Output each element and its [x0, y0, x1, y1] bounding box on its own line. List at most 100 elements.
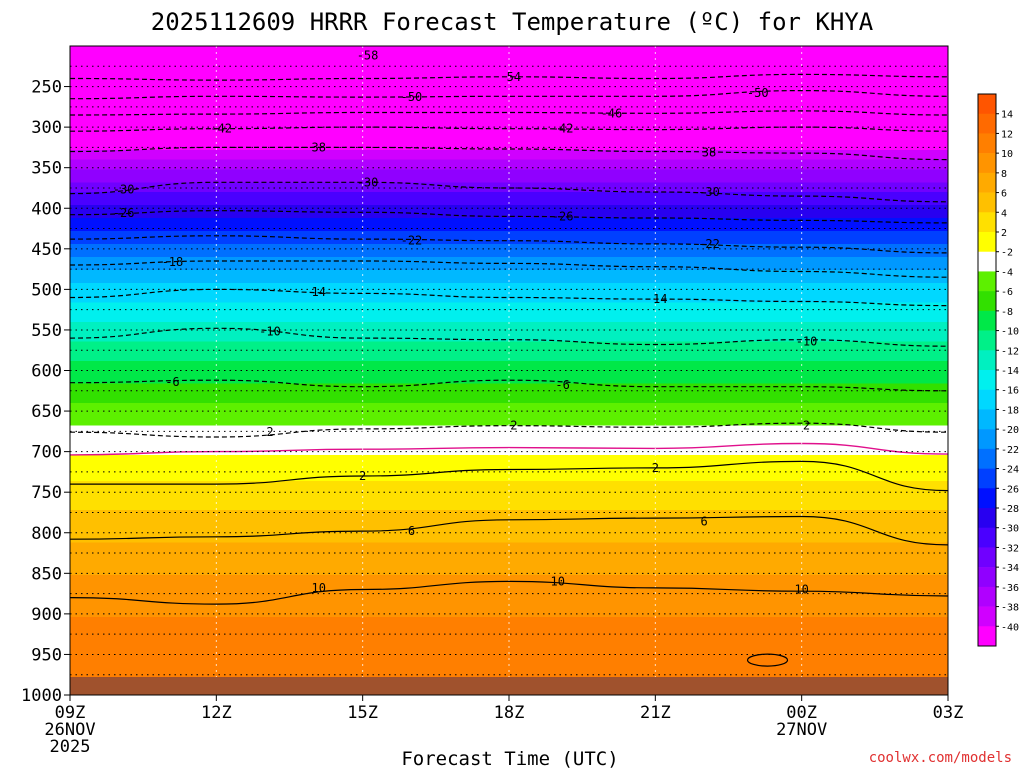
colorbar-swatch — [978, 94, 996, 115]
y-tick-label: 850 — [31, 564, 62, 584]
colorbar-swatch — [978, 212, 996, 233]
contour-closed-loop — [746, 653, 789, 667]
colorbar-label: -10 — [1001, 327, 1019, 338]
contour-label: 10 — [551, 574, 565, 588]
x-tick-label: 27NOV — [776, 720, 827, 740]
y-tick-label: 650 — [31, 402, 62, 422]
x-axis-label: Forecast Time (UTC) — [401, 748, 618, 768]
colorbar-label: -18 — [1001, 405, 1019, 416]
colorbar-swatch — [978, 133, 996, 154]
contour-label: 2 — [266, 425, 273, 439]
y-tick-label: 350 — [31, 159, 62, 179]
contour-line — [70, 260, 948, 278]
colorbar-swatch — [978, 291, 996, 312]
contour-line — [70, 110, 948, 116]
contour-label: 38 — [312, 140, 326, 154]
colorbar-swatch — [978, 508, 996, 529]
x-tick-label: 2025 — [50, 737, 91, 757]
contour-line — [70, 515, 948, 546]
colorbar-label: -8 — [1001, 307, 1013, 318]
ground-below-surface — [70, 677, 948, 695]
colorbar-swatch — [978, 370, 996, 391]
colorbar-swatch — [978, 547, 996, 568]
contour-label: 6 — [408, 524, 415, 538]
x-tick-label: 03Z — [933, 703, 964, 723]
contour-label: 38 — [702, 145, 716, 159]
colorbar-swatch — [978, 567, 996, 588]
contour-line — [70, 580, 948, 605]
contour-label: -50 — [747, 86, 769, 100]
contour-label: -42 — [210, 122, 232, 136]
contour-label: -6 — [555, 378, 569, 392]
contour-line — [70, 379, 948, 392]
y-tick-label: 400 — [31, 199, 62, 219]
contour-label: -26 — [552, 209, 574, 223]
x-tick-label: 18Z — [494, 703, 525, 723]
contour-line — [70, 460, 948, 492]
contour-label: 14 — [312, 285, 326, 299]
x-tick-label: 00Z — [786, 703, 817, 723]
colorbar-label: 2 — [1001, 228, 1007, 239]
y-tick-label: 750 — [31, 483, 62, 503]
x-tick-label: 21Z — [640, 703, 671, 723]
contour-label: -22 — [401, 234, 423, 248]
colorbar-swatch — [978, 153, 996, 174]
contour-label: -42 — [552, 122, 574, 136]
y-tick-label: 900 — [31, 605, 62, 625]
colorbar-label: -30 — [1001, 524, 1019, 535]
colorbar-swatch — [978, 310, 996, 331]
contour-label: -22 — [698, 237, 720, 251]
colorbar-swatch — [978, 172, 996, 193]
x-tick-label: 15Z — [347, 703, 378, 723]
colorbar-swatch — [978, 527, 996, 548]
y-tick-label: 700 — [31, 443, 62, 463]
chart-title: 2025112609 HRRR Forecast Temperature (ºC… — [151, 8, 874, 36]
colorbar-label: -2 — [1001, 248, 1013, 259]
colorbar-swatch — [978, 192, 996, 213]
pressure-axis: 250 300 350 400 450 500 550 600 650 700 750 800 850 9… — [21, 78, 70, 706]
colorbar-swatch — [978, 330, 996, 351]
contour-label: 10 — [312, 581, 326, 595]
colorbar-swatch — [978, 468, 996, 489]
contour-label: -58 — [357, 49, 379, 63]
colorbar-label: -22 — [1001, 445, 1019, 456]
colorbar-label: -6 — [1001, 287, 1013, 298]
colorbar-label: 4 — [1001, 208, 1007, 219]
y-tick-label: 950 — [31, 645, 62, 665]
contour-label: -30 — [357, 175, 379, 189]
colorbar-label: -24 — [1001, 465, 1019, 476]
plot-area: 10 10 10 6 6 2 2 2 2 2 -6 -6 -10 -10 14 14 -18 -22 -22 -26 -… — [69, 45, 949, 696]
contour-label: -10 — [259, 325, 281, 339]
contour-line — [70, 126, 948, 132]
contour-label: 54 — [507, 70, 521, 84]
colorbar-label: -38 — [1001, 603, 1019, 614]
contour-label: -50 — [401, 90, 423, 104]
colorbar-label: -14 — [1001, 366, 1019, 377]
colorbar-swatch — [978, 113, 996, 134]
colorbar-swatch — [978, 488, 996, 509]
colorbar-label: -26 — [1001, 484, 1019, 495]
colorbar-swatch — [978, 251, 996, 272]
contour-label: -30 — [113, 183, 135, 197]
contour-label: 2 — [359, 469, 366, 483]
contour-label: -10 — [796, 334, 818, 348]
colorbar-label: -16 — [1001, 386, 1019, 397]
colorbar-swatch — [978, 389, 996, 410]
contour-label: -30 — [698, 185, 720, 199]
contour-label: 14 — [653, 292, 667, 306]
colorbar-swatch — [978, 448, 996, 469]
y-tick-label: 450 — [31, 240, 62, 260]
contour-label: -18 — [162, 255, 184, 269]
colorbar-label: -34 — [1001, 563, 1019, 574]
colorbar-swatch — [978, 429, 996, 450]
contour-label: -6 — [165, 375, 179, 389]
contour-line — [70, 146, 948, 161]
contour-line — [70, 73, 948, 81]
y-tick-label: 300 — [31, 118, 62, 138]
contour-line — [70, 181, 948, 203]
contour-label: 2 — [652, 461, 659, 475]
x-tick-label: 12Z — [201, 703, 232, 723]
x-tick-label: 26NOV — [44, 720, 95, 740]
